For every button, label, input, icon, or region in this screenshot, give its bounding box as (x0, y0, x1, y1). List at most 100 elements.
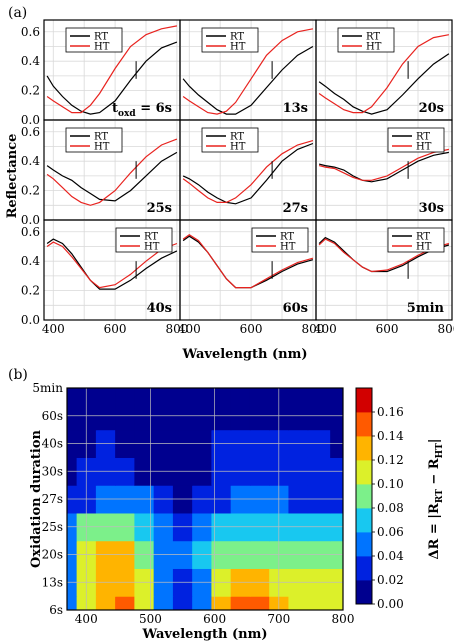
heatmap-cell (330, 596, 343, 610)
y-tick-label: 13s (42, 575, 63, 589)
colorbar: 0.00 0.02 0.04 0.06 0.08 0.10 0.12 0.14 0.16 (355, 387, 404, 611)
colorbar-segment (356, 388, 372, 413)
series-line-rt (46, 41, 178, 115)
legend-label-rt: RT (366, 32, 380, 43)
heatmap-cell (192, 388, 213, 403)
series-line-ht (182, 28, 314, 115)
x-tick-label: 600 (240, 322, 263, 336)
y-tick-label: 0.0 (21, 213, 40, 227)
colorbar-segment (356, 508, 372, 533)
heatmap-frame (66, 387, 344, 611)
x-tick-label: 600 (376, 322, 399, 336)
y-tick-label: 0.0 (21, 313, 40, 327)
colorbar-tick-label: 0.00 (377, 597, 404, 611)
heatmap-cell (307, 388, 331, 403)
colorbar-tick-label: 0.14 (377, 429, 404, 443)
legend-box (201, 27, 259, 53)
heatmap-cell (230, 596, 251, 610)
legend-label-ht: HT (280, 242, 296, 253)
colorbar-segment (356, 460, 372, 485)
legend-label-ht: HT (416, 142, 432, 153)
series-line-ht (182, 140, 314, 203)
series-line-rt (46, 151, 178, 202)
y-tick-label: 0.6 (21, 125, 40, 139)
y-tick-label: 20s (42, 548, 63, 562)
legend-box (251, 227, 309, 253)
panel-duration-label: 20s (419, 101, 444, 116)
colorbar-segment (356, 532, 372, 557)
series-line-ht (182, 233, 314, 289)
series-line-ht (318, 148, 450, 181)
y-tick-label: 0.4 (21, 54, 40, 68)
legend-label-ht: HT (366, 42, 382, 53)
legend-label-rt: RT (94, 132, 108, 143)
y-tick-label: 0.6 (21, 225, 40, 239)
series-line-ht (318, 238, 450, 273)
heatmap-cell (330, 388, 343, 403)
y-tick-label: 5min (32, 381, 63, 395)
heatmap-cell (95, 388, 116, 403)
reflectance-x-axis-label: Wavelength (nm) (182, 347, 308, 362)
x-tick-label: 800 (332, 612, 355, 626)
heatmap-cell (153, 596, 174, 610)
colorbar-frame (355, 387, 373, 605)
colorbar-tick-label: 0.12 (377, 453, 404, 467)
panel-duration-label: 40s (147, 301, 172, 316)
colorbar-tick-label: 0.08 (377, 501, 404, 515)
x-tick-label: 800 (301, 322, 324, 336)
y-tick-label: 60s (42, 409, 63, 423)
heatmap-cell (67, 596, 78, 610)
heatmap-cell (172, 388, 193, 403)
panel-duration-label: 13s (283, 101, 308, 116)
x-tick-label: 800 (437, 322, 454, 336)
legend-label-ht: HT (94, 142, 110, 153)
heatmap-cell (230, 388, 251, 403)
x-tick-label: 400 (42, 322, 65, 336)
panel-duration-label: toxd = 6s (112, 101, 172, 119)
legend-box (65, 27, 123, 53)
y-tick-label: 0.2 (21, 284, 40, 298)
panel-duration-label: 25s (147, 201, 172, 216)
colorbar-tick-label: 0.04 (377, 549, 404, 563)
heatmap-cell (134, 596, 155, 610)
x-tick-label: 700 (267, 612, 290, 626)
heatmap-cell (115, 388, 135, 403)
series-line-ht (318, 34, 450, 114)
series-line-rt (318, 151, 450, 183)
legend-box (65, 127, 123, 153)
x-tick-label: 400 (314, 322, 337, 336)
y-tick-label: 0.4 (21, 154, 40, 168)
colorbar-label: ΔR = |RRT − RHT| (427, 438, 445, 559)
legend-label-ht: HT (144, 242, 160, 253)
heatmap-cell (67, 388, 78, 403)
series-line-ht (46, 25, 178, 114)
x-tick-label: 400 (178, 322, 201, 336)
heatmap-cell (249, 388, 270, 403)
colorbar-segment (356, 412, 372, 437)
y-tick-label: 0.4 (21, 254, 40, 268)
difference-heatmap: 6s 13s 20s 25s 27s 30s 40s 60s 5min 400 500 600 700 8… (32, 381, 355, 626)
x-tick-label: 800 (165, 322, 188, 336)
panel-duration-label: 27s (283, 201, 308, 216)
heatmap-cell (192, 596, 213, 610)
heatmap-cell (172, 596, 193, 610)
heatmap-cell (153, 388, 174, 403)
colorbar-segment (356, 556, 372, 581)
panel-frame (315, 219, 453, 321)
y-tick-label: 30s (42, 464, 63, 478)
legend-label-rt: RT (416, 132, 430, 143)
y-tick-label: 40s (42, 437, 63, 451)
panel-duration-label: 60s (283, 301, 308, 316)
